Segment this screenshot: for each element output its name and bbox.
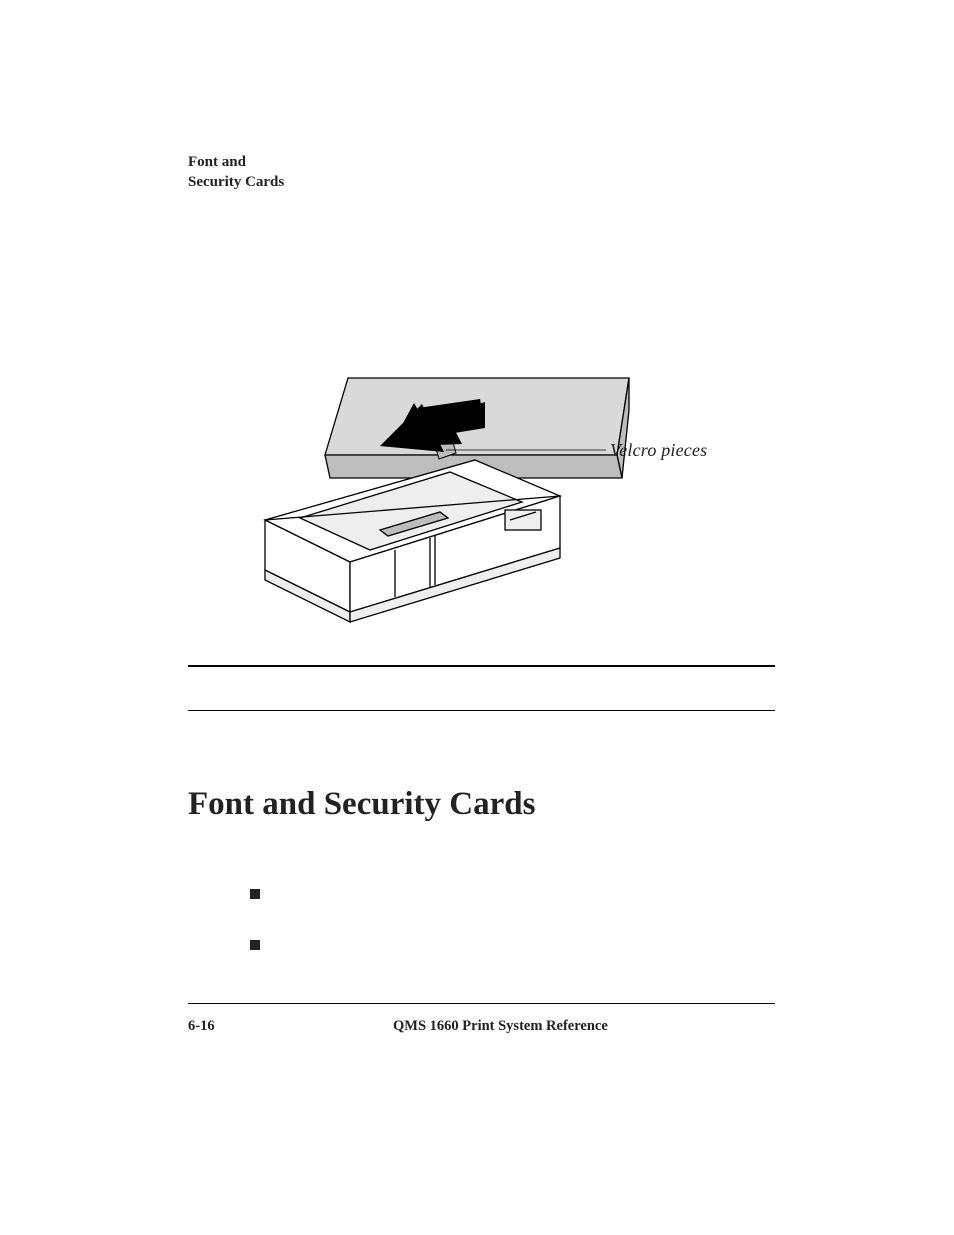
page: Font and Security Cards [0,0,954,1235]
printer-illustration: Velcro pieces [230,350,750,650]
section-heading: Font and Security Cards [188,786,535,823]
rule-mid [188,710,775,711]
bullet-1 [250,889,260,899]
running-head-line1: Font and [188,152,284,172]
rule-bottom [188,1003,775,1004]
page-folio: 6-16 [188,1018,215,1035]
printer-svg [230,350,750,650]
velcro-label: Velcro pieces [610,440,707,461]
running-head-line2: Security Cards [188,172,284,192]
running-head: Font and Security Cards [188,152,284,193]
rule-top [188,665,775,667]
bullet-2 [250,940,260,950]
footer-title: QMS 1660 Print System Reference [393,1018,608,1035]
